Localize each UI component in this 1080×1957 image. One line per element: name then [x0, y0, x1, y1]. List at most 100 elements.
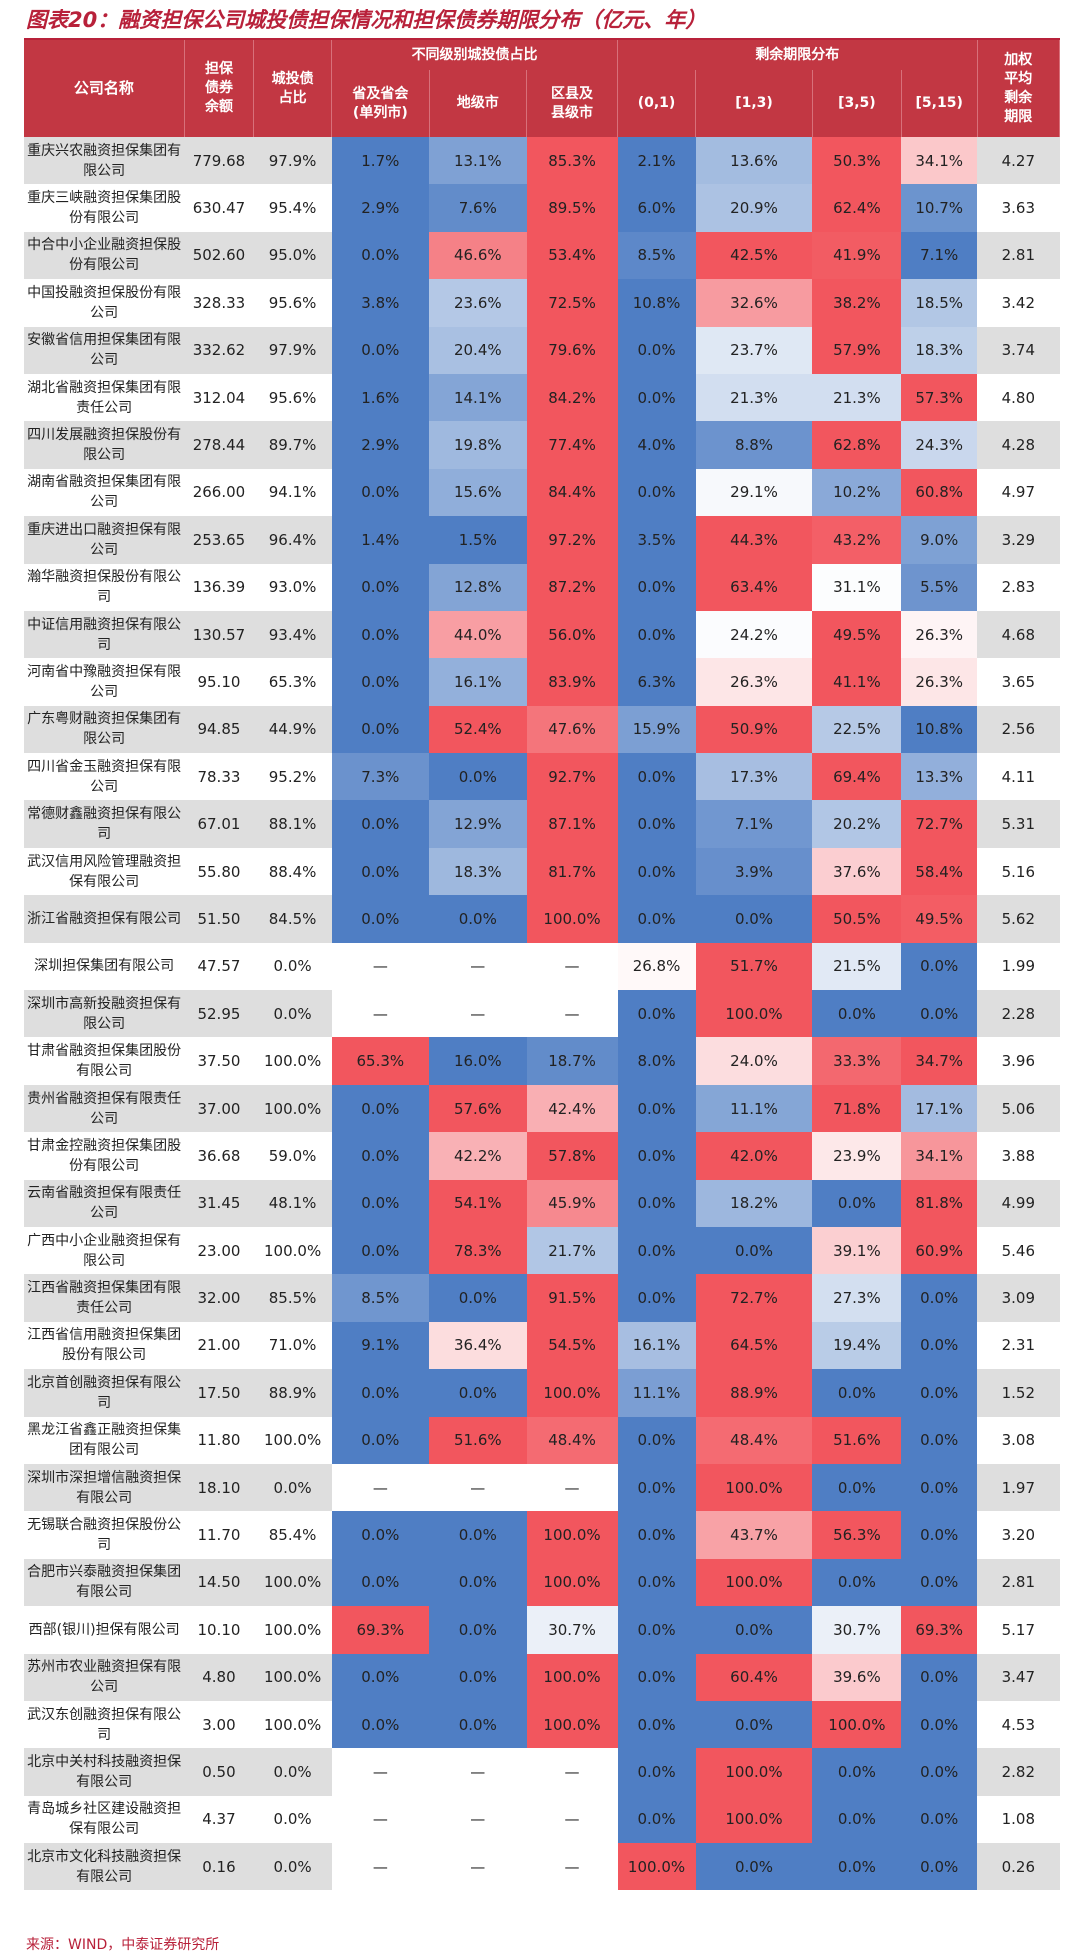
city-share-cell: —: [429, 1748, 527, 1796]
county-share-cell: —: [526, 1843, 618, 1891]
balance-cell: 94.85: [184, 705, 254, 754]
header-province: 省及省会 (单列市): [331, 70, 430, 137]
balance-cell: 52.95: [184, 990, 254, 1038]
avg-term-cell: 1.97: [977, 1463, 1060, 1512]
term-1-3-cell: 72.7%: [695, 1274, 813, 1322]
city-share-cell: —: [429, 942, 527, 991]
term-1-3-cell: 17.3%: [695, 753, 813, 801]
term-3-5-cell: 19.4%: [812, 1321, 902, 1370]
avg-term-cell: 5.06: [977, 1084, 1060, 1133]
term-0-1-cell: 0.0%: [617, 1653, 696, 1701]
term-5-15-cell: 34.7%: [901, 1037, 978, 1085]
term-3-5-cell: 27.3%: [812, 1274, 902, 1322]
ratio-cell: 100.0%: [253, 1653, 332, 1701]
term-1-3-cell: 13.6%: [695, 137, 813, 185]
term-3-5-cell: 21.3%: [812, 373, 902, 422]
ratio-cell: 95.0%: [253, 231, 332, 280]
term-1-3-cell: 24.0%: [695, 1037, 813, 1085]
term-5-15-cell: 81.8%: [901, 1179, 978, 1227]
county-share-cell: 47.6%: [526, 705, 618, 754]
province-share-cell: —: [331, 942, 430, 991]
term-3-5-cell: 39.1%: [812, 1226, 902, 1275]
table-row: 四川省金玉融资担保有限公司 78.33 95.2% 7.3% 0.0% 92.7% 0.0%…: [24, 753, 1060, 801]
term-3-5-cell: 0.0%: [812, 1463, 902, 1512]
province-share-cell: 0.0%: [331, 658, 430, 706]
county-share-cell: 100.0%: [526, 1653, 618, 1701]
avg-term-cell: 1.99: [977, 942, 1060, 991]
table-row: 黑龙江省鑫正融资担保集团有限公司 11.80 100.0% 0.0% 51.6% 48.4…: [24, 1416, 1060, 1464]
term-3-5-cell: 23.9%: [812, 1132, 902, 1180]
balance-cell: 23.00: [184, 1226, 254, 1275]
province-share-cell: —: [331, 1843, 430, 1891]
company-name-cell: 瀚华融资担保股份有限公司: [24, 563, 185, 611]
term-3-5-cell: 57.9%: [812, 326, 902, 374]
county-share-cell: 54.5%: [526, 1321, 618, 1370]
term-0-1-cell: 0.0%: [617, 326, 696, 374]
table-row: 四川发展融资担保股份有限公司 278.44 89.7% 2.9% 19.8% 77.4% 4…: [24, 421, 1060, 469]
county-share-cell: 42.4%: [526, 1084, 618, 1133]
city-share-cell: —: [429, 990, 527, 1038]
term-0-1-cell: 0.0%: [617, 1511, 696, 1559]
ratio-cell: 95.6%: [253, 279, 332, 327]
term-1-3-cell: 63.4%: [695, 563, 813, 611]
city-share-cell: 19.8%: [429, 421, 527, 469]
county-share-cell: —: [526, 1463, 618, 1512]
county-share-cell: 72.5%: [526, 279, 618, 327]
province-share-cell: —: [331, 1463, 430, 1512]
avg-term-cell: 2.31: [977, 1321, 1060, 1370]
term-3-5-cell: 22.5%: [812, 705, 902, 754]
avg-term-cell: 3.65: [977, 658, 1060, 706]
province-share-cell: 2.9%: [331, 421, 430, 469]
county-share-cell: 85.3%: [526, 137, 618, 185]
province-share-cell: 0.0%: [331, 1369, 430, 1417]
term-0-1-cell: 15.9%: [617, 705, 696, 754]
company-name-cell: 无锡联合融资担保股份公司: [24, 1511, 185, 1559]
county-share-cell: 87.1%: [526, 800, 618, 848]
company-name-cell: 重庆三峡融资担保集团股份有限公司: [24, 184, 185, 232]
avg-term-cell: 0.26: [977, 1843, 1060, 1891]
ratio-cell: 88.4%: [253, 847, 332, 896]
company-name-cell: 广东粤财融资担保集团有限公司: [24, 705, 185, 754]
term-1-3-cell: 24.2%: [695, 610, 813, 659]
avg-term-cell: 4.68: [977, 610, 1060, 659]
term-1-3-cell: 100.0%: [695, 990, 813, 1038]
term-5-15-cell: 49.5%: [901, 895, 978, 943]
term-5-15-cell: 72.7%: [901, 800, 978, 848]
balance-cell: 17.50: [184, 1369, 254, 1417]
balance-cell: 328.33: [184, 279, 254, 327]
ratio-cell: 88.1%: [253, 800, 332, 848]
avg-term-cell: 4.53: [977, 1700, 1060, 1749]
company-name-cell: 安徽省信用担保集团有限公司: [24, 326, 185, 374]
term-1-3-cell: 0.0%: [695, 1843, 813, 1891]
term-3-5-cell: 50.3%: [812, 137, 902, 185]
company-name-cell: 贵州省融资担保有限责任公司: [24, 1084, 185, 1133]
table-row: 深圳市高新投融资担保有限公司 52.95 0.0% — — —0.0% 100.0% 0.0%…: [24, 990, 1060, 1038]
company-name-cell: 深圳担保集团有限公司: [24, 942, 185, 991]
balance-cell: 11.70: [184, 1511, 254, 1559]
term-0-1-cell: 26.8%: [617, 942, 696, 991]
term-5-15-cell: 0.0%: [901, 1748, 978, 1796]
county-share-cell: —: [526, 1748, 618, 1796]
table-row: 云南省融资担保有限责任公司 31.45 48.1% 0.0% 54.1% 45.9% 0.0…: [24, 1179, 1060, 1227]
city-share-cell: 0.0%: [429, 1274, 527, 1322]
company-name-cell: 河南省中豫融资担保有限公司: [24, 658, 185, 706]
term-0-1-cell: 3.5%: [617, 516, 696, 564]
county-share-cell: 84.4%: [526, 468, 618, 517]
term-3-5-cell: 38.2%: [812, 279, 902, 327]
ratio-cell: 65.3%: [253, 658, 332, 706]
county-share-cell: —: [526, 1795, 618, 1844]
table-row: 湖北省融资担保集团有限责任公司 312.04 95.6% 1.6% 14.1% 84.2%…: [24, 373, 1060, 422]
term-1-3-cell: 51.7%: [695, 942, 813, 991]
company-name-cell: 江西省信用融资担保集团股份有限公司: [24, 1321, 185, 1370]
term-0-1-cell: 0.0%: [617, 895, 696, 943]
term-5-15-cell: 0.0%: [901, 1321, 978, 1370]
term-1-3-cell: 11.1%: [695, 1084, 813, 1133]
term-0-1-cell: 0.0%: [617, 1606, 696, 1654]
avg-term-cell: 3.29: [977, 516, 1060, 564]
header-term-group: 剩余期限分布: [617, 40, 978, 70]
company-name-cell: 重庆进出口融资担保有限公司: [24, 516, 185, 564]
county-share-cell: 77.4%: [526, 421, 618, 469]
term-0-1-cell: 0.0%: [617, 610, 696, 659]
header-avg-term: 加权 平均 剩余 期限: [977, 40, 1061, 137]
balance-cell: 10.10: [184, 1606, 254, 1654]
